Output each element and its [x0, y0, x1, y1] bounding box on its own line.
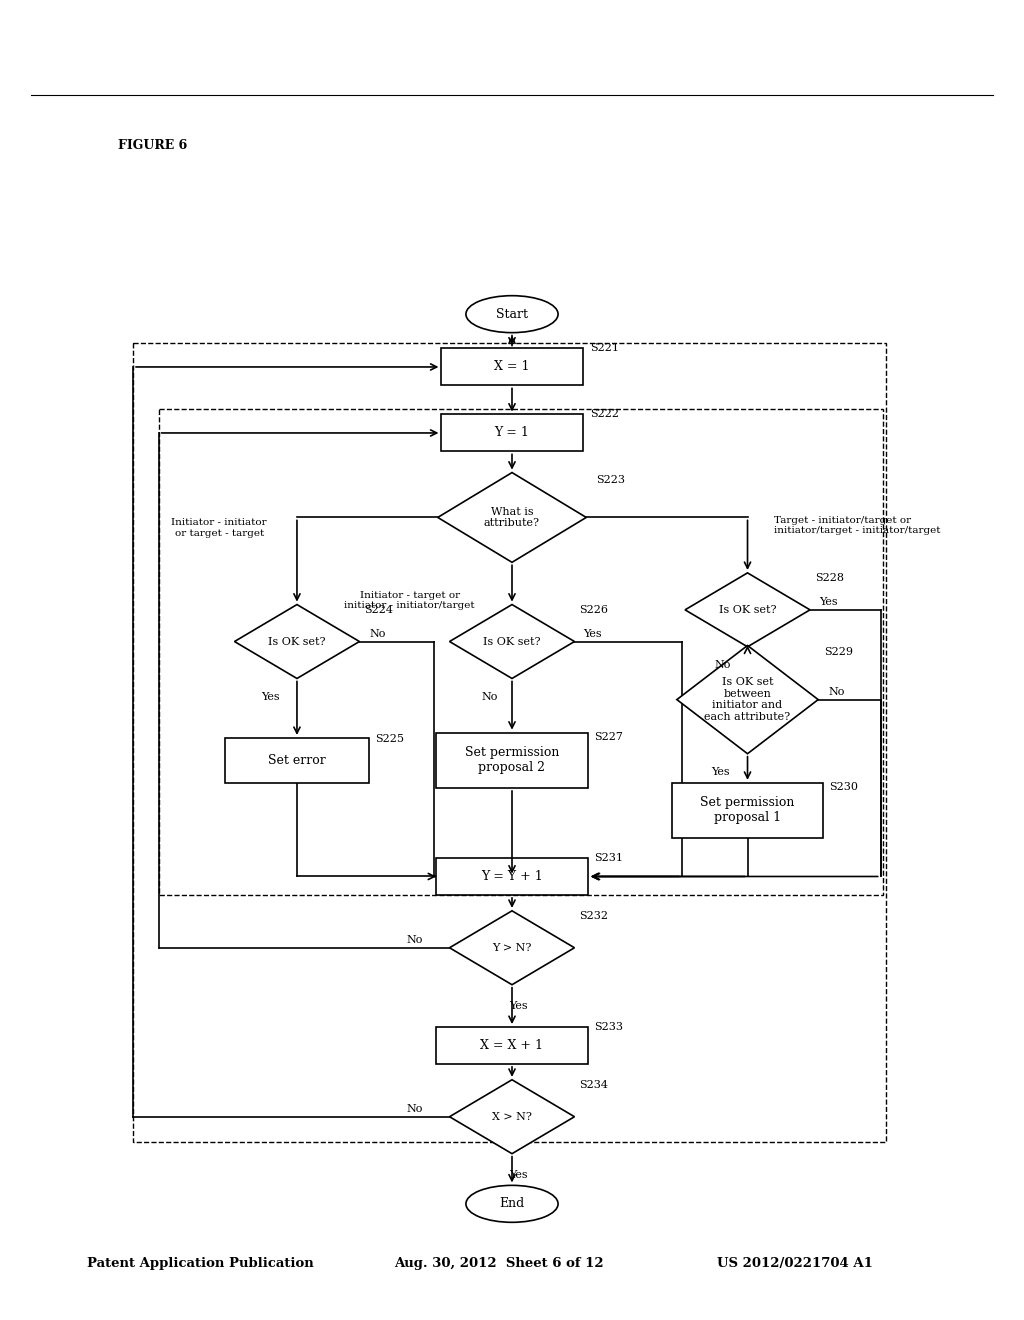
- Text: S227: S227: [594, 731, 623, 742]
- Bar: [133, 343, 886, 1142]
- Text: S232: S232: [580, 911, 608, 921]
- Polygon shape: [234, 605, 359, 678]
- Text: X = X + 1: X = X + 1: [480, 1039, 544, 1052]
- Text: S224: S224: [365, 605, 393, 615]
- Text: X = 1: X = 1: [495, 360, 529, 374]
- Text: Initiator - target or
initiator - initiator/target: Initiator - target or initiator - initia…: [344, 591, 475, 610]
- Text: S233: S233: [594, 1022, 623, 1032]
- Text: Y > N?: Y > N?: [493, 942, 531, 953]
- Text: No: No: [715, 660, 731, 671]
- Text: S221: S221: [590, 343, 618, 354]
- Polygon shape: [450, 911, 574, 985]
- Text: Yes: Yes: [712, 767, 730, 777]
- Text: Is OK set
between
initiator and
each attribute?: Is OK set between initiator and each att…: [705, 677, 791, 722]
- Text: Aug. 30, 2012  Sheet 6 of 12: Aug. 30, 2012 Sheet 6 of 12: [394, 1257, 604, 1270]
- Text: What is
attribute?: What is attribute?: [484, 507, 540, 528]
- Text: Yes: Yes: [261, 692, 280, 702]
- Polygon shape: [685, 573, 810, 647]
- Text: No: No: [828, 686, 845, 697]
- Text: Patent Application Publication: Patent Application Publication: [87, 1257, 313, 1270]
- Text: Y = 1: Y = 1: [495, 426, 529, 440]
- Bar: [436, 1027, 588, 1064]
- Text: Set error: Set error: [268, 754, 326, 767]
- Text: S230: S230: [829, 781, 858, 792]
- Text: S229: S229: [824, 647, 853, 657]
- Text: S231: S231: [594, 853, 623, 863]
- Text: Start: Start: [496, 308, 528, 321]
- Text: S223: S223: [596, 475, 625, 486]
- Text: S225: S225: [375, 734, 403, 744]
- Bar: [436, 858, 588, 895]
- Text: S226: S226: [580, 605, 608, 615]
- Bar: [225, 738, 369, 783]
- Bar: [441, 348, 583, 385]
- Text: Target - initiator/target or
initiator/target - initiator/target: Target - initiator/target or initiator/t…: [774, 516, 941, 535]
- Polygon shape: [438, 473, 586, 562]
- Bar: [441, 414, 583, 451]
- Text: Is OK set?: Is OK set?: [483, 636, 541, 647]
- Text: Yes: Yes: [584, 628, 602, 639]
- Text: Is OK set?: Is OK set?: [719, 605, 776, 615]
- Text: Yes: Yes: [819, 597, 838, 607]
- Text: Set permission
proposal 2: Set permission proposal 2: [465, 746, 559, 775]
- Bar: [436, 733, 588, 788]
- Text: S222: S222: [590, 409, 618, 420]
- Text: No: No: [481, 692, 498, 702]
- Text: Initiator - initiator
or target - target: Initiator - initiator or target - target: [171, 519, 267, 537]
- Text: No: No: [370, 628, 386, 639]
- Text: No: No: [407, 935, 423, 945]
- Text: Yes: Yes: [509, 1001, 527, 1011]
- Text: Is OK set?: Is OK set?: [268, 636, 326, 647]
- Text: FIGURE 6: FIGURE 6: [118, 139, 187, 152]
- Text: No: No: [407, 1104, 423, 1114]
- Polygon shape: [677, 645, 818, 754]
- Polygon shape: [450, 605, 574, 678]
- Text: Set permission
proposal 1: Set permission proposal 1: [700, 796, 795, 825]
- Text: X > N?: X > N?: [493, 1111, 531, 1122]
- Text: US 2012/0221704 A1: US 2012/0221704 A1: [717, 1257, 872, 1270]
- Text: End: End: [500, 1197, 524, 1210]
- Bar: [159, 409, 883, 895]
- Polygon shape: [450, 1080, 574, 1154]
- Text: S228: S228: [815, 573, 844, 583]
- Bar: [672, 783, 823, 838]
- Text: S234: S234: [580, 1080, 608, 1090]
- Text: Yes: Yes: [509, 1170, 527, 1180]
- Text: Y = Y + 1: Y = Y + 1: [481, 870, 543, 883]
